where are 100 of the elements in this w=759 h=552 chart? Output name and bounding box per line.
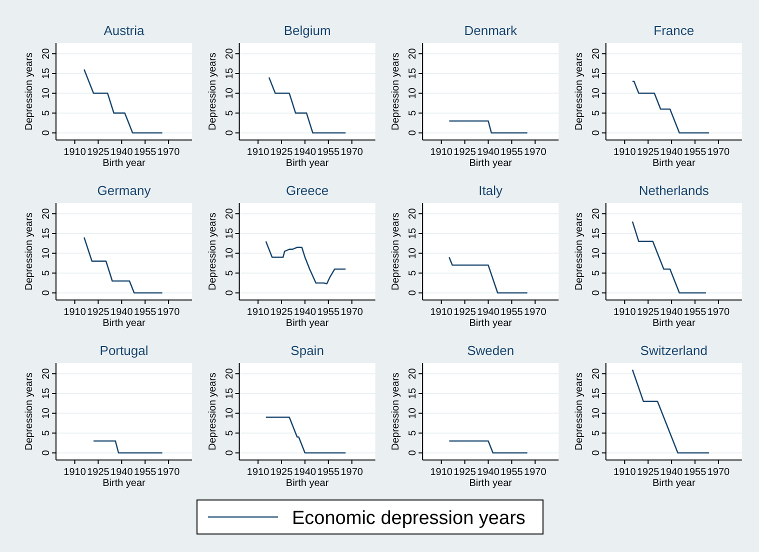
line-series <box>632 220 707 294</box>
x-tick-label: 1970 <box>524 147 547 158</box>
x-tick-label: 1970 <box>157 467 180 478</box>
y-tick-label: 10 <box>41 247 52 259</box>
y-tick-label: 20 <box>408 208 419 220</box>
y-tick-label: 15 <box>224 67 236 80</box>
x-tick-label: 1925 <box>87 307 110 318</box>
x-tick-label: 1955 <box>317 147 340 158</box>
y-tick-label: 15 <box>590 67 602 80</box>
y-tick-label: 0 <box>408 130 419 136</box>
x-tick-label: 1970 <box>707 147 730 158</box>
x-tick-label: 1910 <box>430 467 453 478</box>
x-tick-label: 1910 <box>64 467 86 478</box>
y-tick-label: 5 <box>224 430 236 436</box>
y-tick-label: 15 <box>41 227 52 240</box>
chart-title: Belgium <box>284 23 331 38</box>
x-tick-label: 1925 <box>87 147 110 158</box>
x-tick-label: 1910 <box>430 307 453 318</box>
y-tick-label: 15 <box>41 387 52 400</box>
y-tick-label: 10 <box>590 247 602 259</box>
x-tick-label: 1955 <box>684 467 707 478</box>
x-axis-title: Birth year <box>652 158 696 169</box>
y-tick-label: 0 <box>41 130 52 136</box>
chart-title: France <box>654 23 694 38</box>
x-tick-label: 1925 <box>636 147 660 158</box>
x-axis-title: Birth year <box>286 158 330 169</box>
y-tick-label: 0 <box>41 450 52 456</box>
y-tick-label: 20 <box>224 368 236 380</box>
x-tick-label: 1925 <box>454 307 476 318</box>
y-tick-label: 5 <box>408 110 419 116</box>
x-axis-title: Birth year <box>469 318 513 329</box>
y-tick-label: 20 <box>590 368 602 380</box>
y-tick-label: 20 <box>224 48 236 60</box>
x-tick-label: 1940 <box>110 307 134 318</box>
y-tick-label: 5 <box>41 430 52 436</box>
x-tick-label: 1925 <box>87 467 110 478</box>
y-tick-label: 15 <box>590 387 602 400</box>
line-series <box>83 236 163 294</box>
x-tick-label: 1955 <box>500 147 524 158</box>
x-tick-label: 1940 <box>110 147 134 158</box>
chart-title: Germany <box>97 183 152 198</box>
y-tick-label: 10 <box>224 247 236 259</box>
y-tick-label: 0 <box>590 130 602 136</box>
line-series <box>268 76 346 134</box>
x-tick-label: 1940 <box>294 147 317 158</box>
y-tick-label: 15 <box>408 67 419 80</box>
y-tick-label: 5 <box>408 270 419 276</box>
y-axis-title: Depression years <box>24 52 35 130</box>
y-tick-label: 10 <box>590 87 602 99</box>
y-tick-label: 20 <box>41 208 52 220</box>
y-tick-label: 15 <box>408 227 419 240</box>
y-tick-label: 20 <box>408 368 419 380</box>
x-tick-label: 1910 <box>246 467 270 478</box>
y-axis-title: Depression years <box>574 372 585 450</box>
y-axis-title: Depression years <box>390 212 402 290</box>
y-axis-title: Depression years <box>574 52 585 130</box>
y-tick-label: 10 <box>408 247 419 259</box>
chart-title: Netherlands <box>638 183 710 198</box>
x-tick-label: 1955 <box>134 147 157 158</box>
chart-title: Spain <box>290 343 324 358</box>
x-tick-label: 1910 <box>246 307 270 318</box>
y-tick-label: 0 <box>224 130 236 136</box>
y-tick-label: 15 <box>408 387 419 400</box>
x-tick-label: 1970 <box>707 307 730 318</box>
x-tick-label: 1910 <box>614 307 636 318</box>
y-tick-label: 20 <box>590 208 602 220</box>
y-tick-label: 10 <box>590 407 602 419</box>
y-axis-title: Depression years <box>207 52 218 130</box>
x-tick-label: 1955 <box>317 307 340 318</box>
x-tick-label: 1970 <box>340 467 364 478</box>
x-axis-title: Birth year <box>286 478 330 489</box>
x-tick-label: 1955 <box>317 467 340 478</box>
x-tick-label: 1910 <box>614 147 636 158</box>
y-tick-label: 20 <box>408 48 419 60</box>
y-tick-label: 5 <box>590 110 602 116</box>
y-tick-label: 0 <box>590 290 602 296</box>
chart-title: Sweden <box>467 343 514 358</box>
y-axis-title: Depression years <box>24 372 35 450</box>
x-tick-label: 1970 <box>707 467 730 478</box>
x-tick-label: 1955 <box>134 307 157 318</box>
x-tick-label: 1970 <box>340 307 364 318</box>
x-axis-title: Birth year <box>102 318 146 329</box>
y-tick-label: 10 <box>224 407 236 419</box>
y-tick-label: 10 <box>41 87 52 99</box>
y-tick-label: 0 <box>41 290 52 296</box>
x-tick-label: 1940 <box>294 307 317 318</box>
x-tick-label: 1955 <box>500 307 524 318</box>
line-series <box>265 240 346 284</box>
y-tick-label: 0 <box>408 450 419 456</box>
x-tick-label: 1940 <box>660 467 684 478</box>
x-tick-label: 1925 <box>270 147 294 158</box>
y-tick-label: 5 <box>408 430 419 436</box>
y-tick-label: 15 <box>41 67 52 80</box>
y-tick-label: 20 <box>41 48 52 60</box>
x-axis-title: Birth year <box>469 478 513 489</box>
x-tick-label: 1910 <box>246 147 270 158</box>
x-axis-title: Birth year <box>652 478 696 489</box>
y-axis-title: Depression years <box>207 212 218 290</box>
y-tick-label: 10 <box>408 407 419 419</box>
y-tick-label: 20 <box>41 368 52 380</box>
